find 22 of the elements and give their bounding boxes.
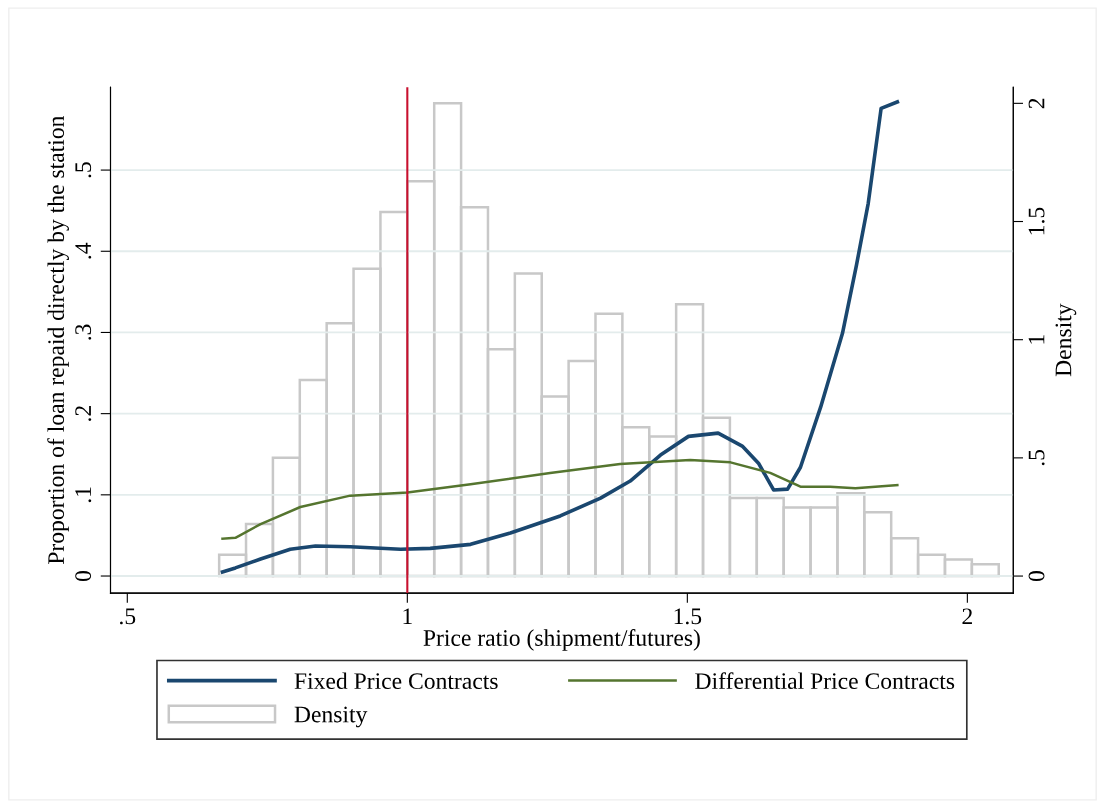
y2-tick-label: .5 [1028, 449, 1045, 466]
y2-tick-label: 1 [1028, 335, 1045, 344]
x-axis-title: Price ratio (shipment/futures) [423, 629, 700, 651]
y-tick-label: .1 [75, 487, 92, 503]
y2-tick-label: 2 [1028, 98, 1045, 109]
x-tick-label: 1 [403, 608, 412, 625]
x-tick-label: .5 [120, 608, 136, 625]
y-tick-label: .5 [75, 162, 92, 178]
y-tick-label: 0 [75, 571, 92, 582]
legend-label: Fixed Price Contracts [294, 672, 498, 690]
legend-label: Density [294, 706, 368, 728]
y-tick-label: .2 [75, 406, 92, 421]
legend-label: Differential Price Contracts [695, 672, 955, 690]
y-axis-title: Proportion of loan repaid directly by the station [47, 115, 69, 565]
y-tick-label: .3 [75, 324, 92, 340]
line-series [221, 458, 899, 540]
y2-tick-label: 1.5 [1028, 207, 1045, 235]
y2-axis-title: Density [1055, 303, 1077, 377]
y2-tick-label: 0 [1028, 571, 1045, 582]
x-tick-label: 1.5 [674, 608, 702, 625]
x-tick-label: 2 [962, 608, 972, 625]
y-tick-label: .4 [75, 242, 92, 259]
